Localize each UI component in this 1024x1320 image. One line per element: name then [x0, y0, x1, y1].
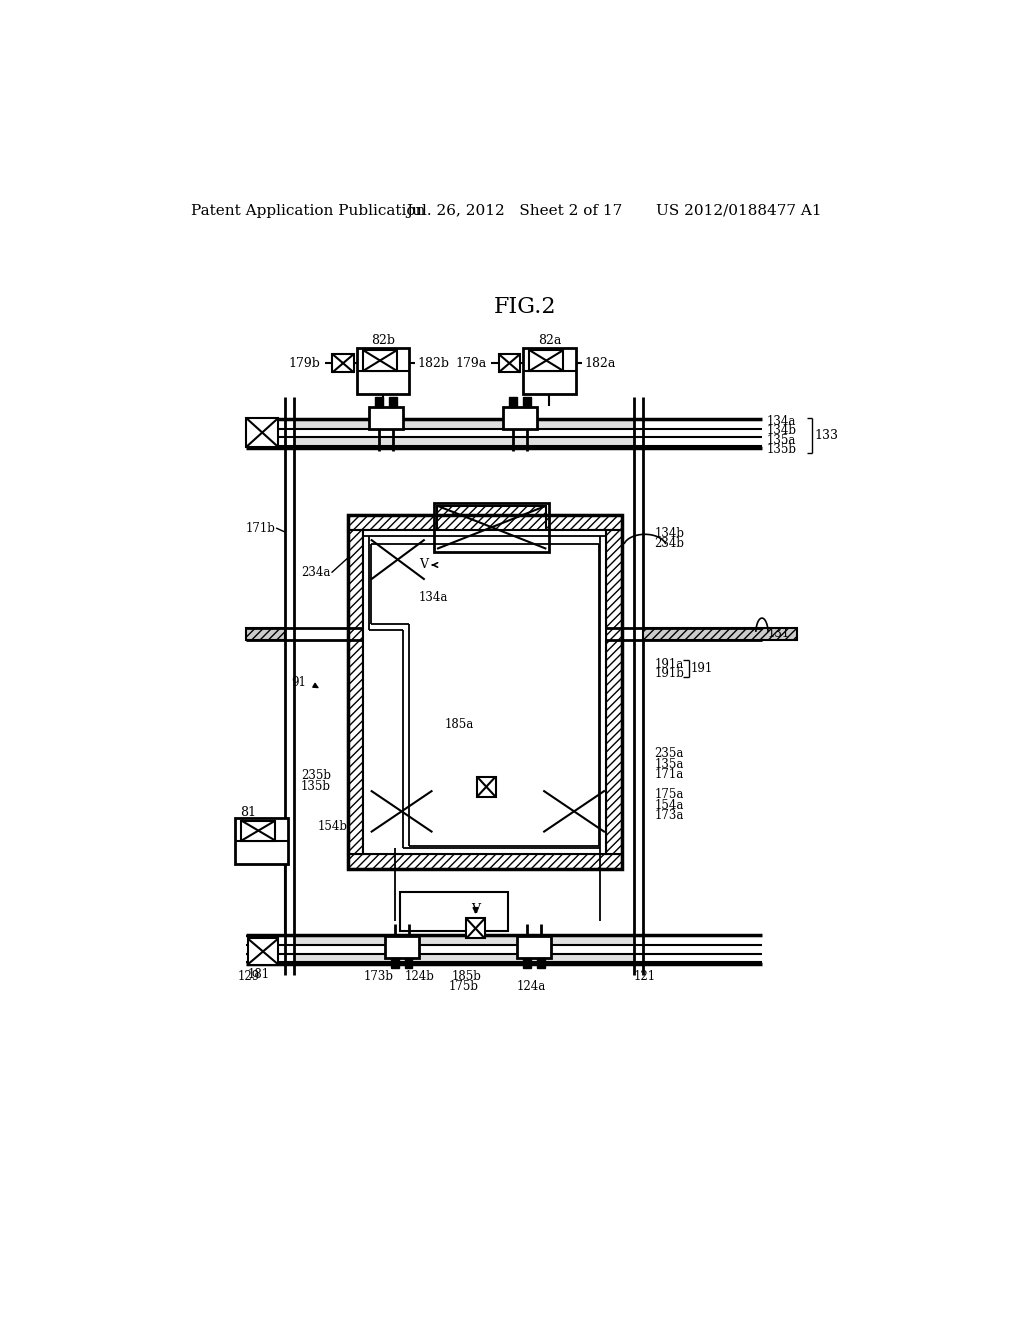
Bar [294, 437, 634, 446]
Bar [523, 958, 531, 969]
Text: 181: 181 [248, 968, 269, 981]
Text: 171b: 171b [246, 521, 275, 535]
Text: 191a: 191a [654, 657, 683, 671]
Text: 234a: 234a [301, 566, 331, 579]
Bar [643, 628, 798, 640]
Bar [538, 958, 545, 969]
Text: 135b: 135b [301, 780, 331, 793]
Bar [391, 958, 398, 969]
Bar [371, 791, 432, 832]
Bar [294, 936, 634, 945]
Bar [477, 776, 496, 797]
Text: 135a: 135a [767, 434, 796, 446]
Text: 179b: 179b [289, 356, 321, 370]
Text: 82a: 82a [538, 334, 561, 347]
Text: 179a: 179a [456, 356, 487, 370]
Bar [499, 354, 520, 372]
Bar [246, 418, 279, 447]
Bar [242, 821, 275, 841]
Text: 133: 133 [814, 429, 839, 442]
Text: 191: 191 [691, 663, 714, 676]
Bar [246, 628, 285, 640]
Text: 154a: 154a [654, 799, 684, 812]
Text: 131: 131 [768, 627, 791, 640]
Bar [248, 939, 279, 965]
Bar [364, 350, 397, 371]
Bar [523, 348, 575, 395]
Bar [376, 397, 383, 407]
Text: 235a: 235a [654, 747, 684, 760]
Text: 185b: 185b [452, 970, 481, 982]
Bar [364, 531, 606, 854]
Text: FIG.2: FIG.2 [494, 296, 556, 318]
Bar [371, 540, 425, 579]
Bar [294, 954, 634, 962]
Text: 175b: 175b [449, 979, 478, 993]
Text: 135b: 135b [767, 444, 797, 455]
Bar [466, 919, 484, 939]
Text: 191b: 191b [654, 667, 684, 680]
Text: 124a: 124a [516, 979, 546, 993]
Bar [434, 503, 550, 552]
Bar [365, 628, 605, 639]
Text: 124b: 124b [404, 970, 434, 982]
Text: 129: 129 [238, 970, 259, 982]
Text: 134b: 134b [654, 527, 684, 540]
Text: 121: 121 [634, 970, 656, 982]
Bar [294, 420, 634, 429]
Bar [404, 958, 413, 969]
Bar [333, 354, 354, 372]
Bar [348, 854, 622, 869]
Bar [348, 515, 622, 531]
Text: 82b: 82b [371, 334, 395, 347]
Bar [236, 817, 288, 863]
Text: 135a: 135a [654, 758, 684, 771]
Bar [389, 397, 397, 407]
Text: US 2012/0188477 A1: US 2012/0188477 A1 [656, 203, 822, 218]
Text: 182b: 182b [418, 356, 450, 370]
Bar [348, 515, 622, 869]
Text: 235b: 235b [301, 770, 331, 783]
Text: 175a: 175a [654, 788, 684, 801]
Bar [385, 936, 419, 958]
Text: 182a: 182a [584, 356, 615, 370]
Bar [517, 936, 551, 958]
Text: 134b: 134b [767, 425, 797, 437]
Text: 173b: 173b [364, 970, 393, 982]
Text: Jul. 26, 2012   Sheet 2 of 17: Jul. 26, 2012 Sheet 2 of 17 [407, 203, 623, 218]
Bar [503, 407, 538, 429]
Text: 154b: 154b [317, 820, 348, 833]
Text: 134a: 134a [767, 416, 796, 428]
Text: Patent Application Publication: Patent Application Publication [190, 203, 425, 218]
Bar [357, 348, 410, 395]
Text: 91: 91 [291, 676, 306, 689]
Text: 185a: 185a [444, 718, 474, 731]
Text: 173a: 173a [654, 809, 684, 822]
Bar [544, 791, 605, 832]
Text: 171a: 171a [654, 768, 683, 781]
Text: 81: 81 [240, 807, 256, 820]
Bar [606, 531, 622, 854]
Bar [348, 531, 364, 854]
Text: 134a: 134a [419, 591, 447, 603]
Bar [370, 407, 403, 429]
Bar [437, 506, 547, 549]
Bar [529, 350, 563, 371]
Bar [509, 397, 517, 407]
Bar [523, 397, 531, 407]
Text: 234b: 234b [654, 537, 684, 550]
Text: V: V [420, 558, 429, 572]
Text: V: V [471, 903, 480, 916]
Bar [400, 892, 508, 931]
